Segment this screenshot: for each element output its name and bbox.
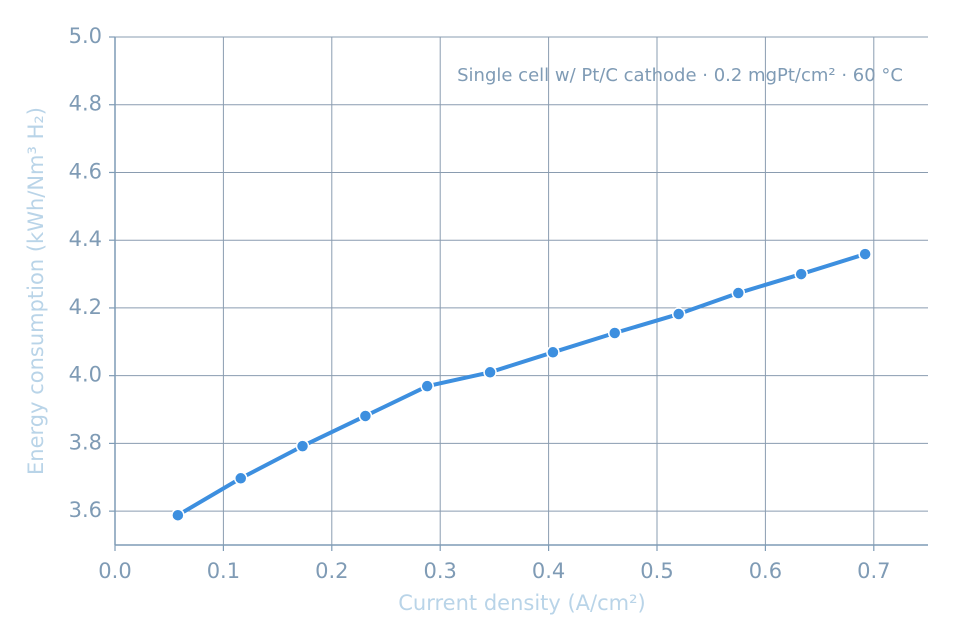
y-tick-label: 4.2 (69, 295, 102, 319)
y-tick-label: 4.8 (69, 92, 102, 116)
data-point (546, 345, 560, 360)
y-tick-label: 4.0 (69, 363, 102, 387)
x-tick-label: 0.0 (98, 559, 131, 583)
x-tick-label: 0.2 (315, 559, 348, 583)
x-tick-label: 0.7 (857, 559, 890, 583)
data-line (176, 252, 866, 517)
data-point (731, 286, 746, 300)
y-tick-label: 3.8 (69, 430, 102, 454)
x-tick-label: 0.4 (532, 559, 565, 583)
data-point (858, 247, 872, 261)
data-point (233, 471, 248, 486)
y-tick-label: 5.0 (69, 24, 102, 48)
data-point (171, 508, 185, 522)
y-tick-label: 4.6 (69, 159, 102, 183)
x-tick-label: 0.1 (207, 559, 240, 583)
x-tick-label: 0.3 (423, 559, 456, 583)
y-tick-label: 3.6 (69, 498, 102, 522)
y-axis-label: Energy consumption (kWh/Nm³ H₂) (24, 107, 48, 475)
data-point (358, 409, 373, 423)
data-point (671, 307, 686, 321)
data-point (420, 379, 434, 393)
data-point (794, 267, 808, 281)
data-point (295, 439, 310, 453)
y-tick-label: 4.4 (69, 227, 102, 251)
x-axis-label: Current density (A/cm²) (398, 591, 645, 615)
x-tick-label: 0.5 (640, 559, 673, 583)
data-point (607, 326, 622, 340)
x-tick-label: 0.6 (749, 559, 782, 583)
annotation: Single cell w/ Pt/C cathode · 0.2 mgPt/c… (457, 65, 903, 86)
data-point (483, 365, 497, 380)
